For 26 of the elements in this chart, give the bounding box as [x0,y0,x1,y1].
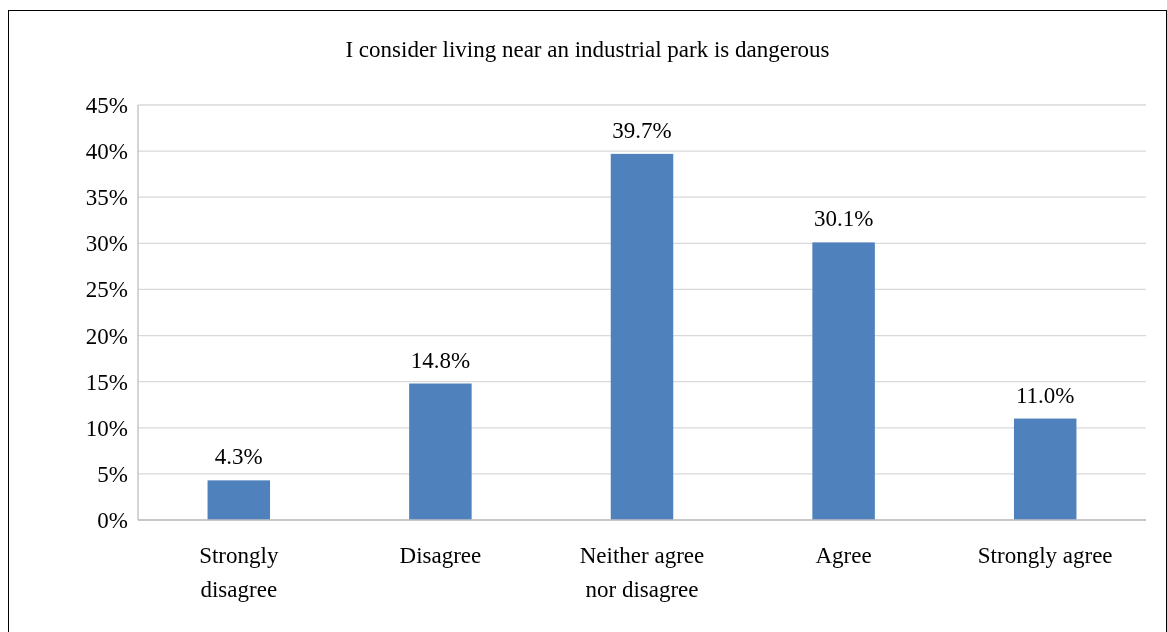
y-tick-label: 20% [85,323,128,349]
bar [207,480,271,520]
y-tick-label: 30% [85,231,128,257]
y-tick-label: 5% [97,461,128,487]
x-tick-label: Strongly disagree [199,543,279,602]
data-label: 11.0% [1015,382,1075,408]
data-label: 30.1% [813,206,874,232]
bar [409,383,472,520]
data-label: 14.8% [410,347,471,373]
y-tick-label: 10% [85,415,128,441]
x-tick-label: Neither agree nor disagree [579,543,705,602]
y-tick-label: 0% [97,508,128,534]
y-tick-label: 25% [85,277,128,303]
data-label: 39.7% [612,117,672,143]
x-tick-label: Strongly agree [977,543,1113,568]
y-tick-label: 15% [85,369,128,395]
y-tick-label: 40% [85,139,128,165]
bar [610,153,674,520]
bar [812,242,875,520]
bar [1013,418,1077,520]
x-tick-label: Agree [815,543,872,568]
y-tick-label: 35% [85,185,128,211]
x-tick-label: Disagree [399,543,482,568]
data-label: 4.3% [214,444,263,470]
y-tick-label: 45% [85,93,128,119]
chart-title: I consider living near an industrial park is dangerous [345,37,830,62]
